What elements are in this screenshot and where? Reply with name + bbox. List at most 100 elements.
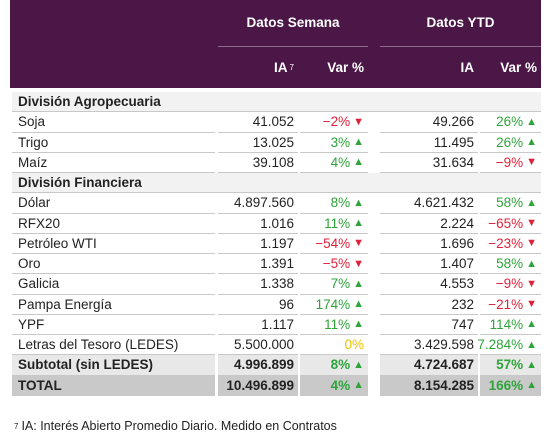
var-value: 4% ▲ xyxy=(300,153,368,173)
column-header: Var % xyxy=(480,46,541,88)
var-value: 8% ▲ xyxy=(300,193,368,214)
group-underline xyxy=(380,46,541,47)
footnote-marker: 7 xyxy=(14,421,19,431)
ia-value: 2.224 xyxy=(380,214,478,234)
var-text: 58% xyxy=(496,195,524,211)
up-arrow: ▲ xyxy=(353,379,364,392)
cell-text: Maíz xyxy=(18,154,48,170)
ia-value: 1.197 xyxy=(218,234,298,254)
ia-value: 4.553 xyxy=(380,274,478,295)
row-label: Oro xyxy=(12,254,215,275)
up-arrow: ▲ xyxy=(526,257,537,270)
var-value: 26% ▲ xyxy=(480,133,541,153)
var-value: −5% ▼ xyxy=(300,254,368,275)
ia-value: 747 xyxy=(380,315,478,335)
var-text: −23% xyxy=(488,235,524,251)
var-value: −9% ▼ xyxy=(480,153,541,173)
down-arrow: ▼ xyxy=(353,115,364,128)
var-value: −21% ▼ xyxy=(480,295,541,315)
down-arrow: ▼ xyxy=(526,298,537,311)
var-text: 26% xyxy=(496,114,524,130)
group-underline xyxy=(218,46,368,47)
down-arrow: ▼ xyxy=(353,237,364,250)
var-value: 114% ▲ xyxy=(480,315,541,335)
var-text: 7.284% xyxy=(477,337,524,353)
var-text: −5% xyxy=(322,256,351,272)
cell-text: Oro xyxy=(18,256,41,272)
cell-text: Petróleo WTI xyxy=(18,235,97,251)
var-value: −65% ▼ xyxy=(480,214,541,234)
var-text: 8% xyxy=(330,357,351,373)
var-text: 57% xyxy=(496,357,524,373)
var-value: 8% ▲ xyxy=(300,355,368,376)
cell-text: Dólar xyxy=(18,195,51,211)
ia-value: 4.897.560 xyxy=(218,193,298,214)
up-arrow: ▲ xyxy=(353,318,364,331)
down-arrow: ▼ xyxy=(526,237,537,250)
var-text: 7% xyxy=(330,276,351,292)
footnote: 7 IA: Interés Abierto Promedio Diario. Me… xyxy=(12,416,337,436)
var-value: −23% ▼ xyxy=(480,234,541,254)
ia-value: 4.621.432 xyxy=(380,193,478,214)
var-text: 174% xyxy=(315,296,351,312)
group-header: Datos Semana xyxy=(246,14,340,30)
up-arrow: ▲ xyxy=(353,277,364,290)
ia-value: 3.429.598 xyxy=(380,335,478,356)
ia-value: 1.407 xyxy=(380,254,478,275)
var-value: 4% ▲ xyxy=(300,375,368,396)
var-value: −54% ▼ xyxy=(300,234,368,254)
var-value: 0% xyxy=(300,335,368,356)
var-text: 4% xyxy=(330,154,351,170)
row-label: Soja xyxy=(12,112,215,133)
var-text: −9% xyxy=(495,154,524,170)
down-arrow: ▼ xyxy=(526,217,537,230)
cell-text: 1.407 xyxy=(440,256,474,272)
column-header: IA 7 xyxy=(218,46,298,88)
var-text: 26% xyxy=(496,134,524,150)
cell-text: 4.553 xyxy=(440,276,474,292)
ia-value: 1.338 xyxy=(218,274,298,295)
column-label: IA xyxy=(274,59,288,75)
var-value: 7.284% ▲ xyxy=(477,335,541,356)
cell-text: 4.724.687 xyxy=(413,357,474,373)
cell-text: 10.496.899 xyxy=(226,377,294,393)
up-arrow: ▲ xyxy=(526,358,537,371)
row-label: Subtotal (sin LEDES) xyxy=(12,355,215,376)
cell-text: Soja xyxy=(18,114,46,130)
ia-value: 1.391 xyxy=(218,254,298,275)
cell-text: 31.634 xyxy=(432,154,474,170)
header-band xyxy=(10,0,541,88)
var-text: 114% xyxy=(489,316,524,332)
var-value: −2% ▼ xyxy=(300,112,368,133)
ia-value: 49.266 xyxy=(380,112,478,133)
cell-text: Pampa Energía xyxy=(18,296,112,312)
var-text: 11% xyxy=(324,215,351,231)
cell-text: 1.338 xyxy=(260,276,294,292)
footnote-text: IA: Interés Abierto Promedio Diario. Med… xyxy=(21,419,337,433)
var-text: −2% xyxy=(322,114,351,130)
row-label: Galicia xyxy=(12,274,215,295)
cell-text: 4.621.432 xyxy=(413,195,474,211)
up-arrow: ▲ xyxy=(353,136,364,149)
ia-value: 31.634 xyxy=(380,153,478,173)
row-label: TOTAL xyxy=(12,375,215,396)
cell-text: 8.154.285 xyxy=(413,377,474,393)
down-arrow: ▼ xyxy=(353,257,364,270)
column-header: IA xyxy=(380,46,478,88)
up-arrow: ▲ xyxy=(526,318,537,331)
var-text: 58% xyxy=(496,256,524,272)
var-value: 58% ▲ xyxy=(480,254,541,275)
cell-text: 1.197 xyxy=(260,235,294,251)
column-label: Var % xyxy=(327,59,364,75)
var-value: 7% ▲ xyxy=(300,274,368,295)
var-value: 26% ▲ xyxy=(480,112,541,133)
ia-value: 41.052 xyxy=(218,112,298,133)
section-title: División Agropecuaria xyxy=(12,92,541,113)
cell-text: 1.696 xyxy=(440,235,474,251)
cell-text: RFX20 xyxy=(18,215,61,231)
var-value: 166% ▲ xyxy=(480,375,541,396)
var-value: 11% ▲ xyxy=(300,214,368,234)
column-header: Var % xyxy=(300,46,368,88)
up-arrow: ▲ xyxy=(526,136,537,149)
